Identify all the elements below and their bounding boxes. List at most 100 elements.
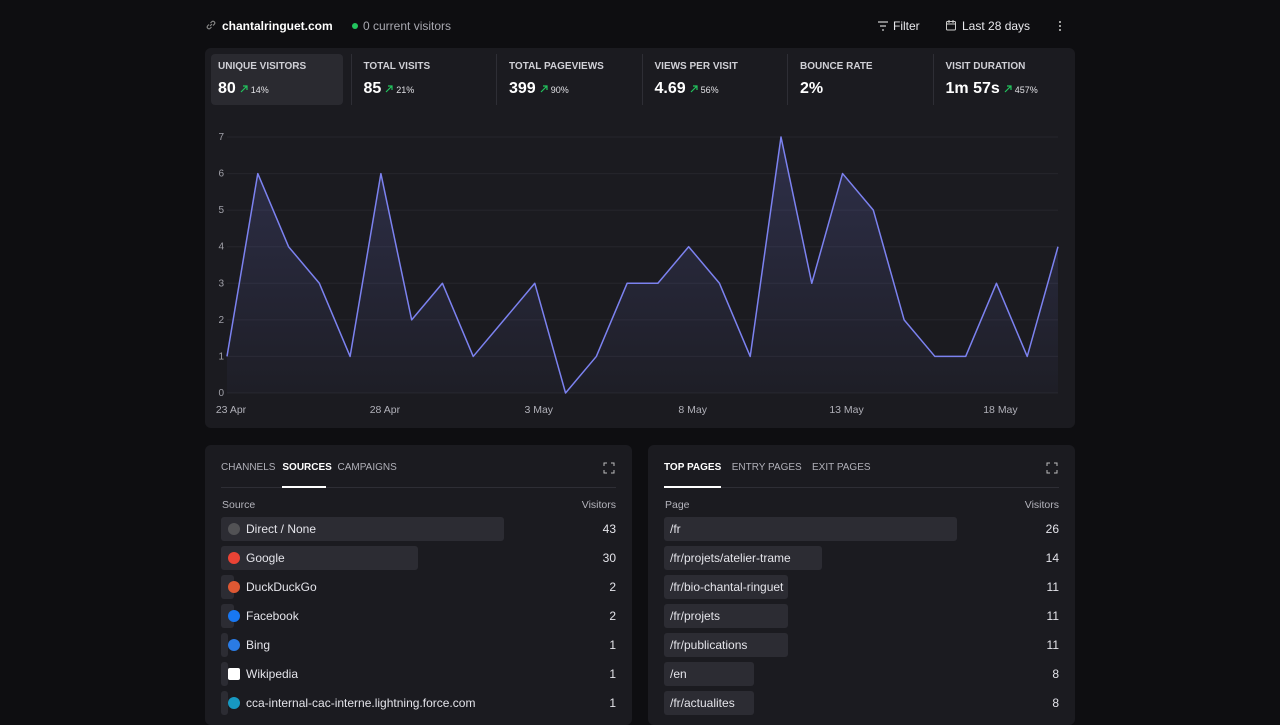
source-icon xyxy=(228,552,240,564)
stat-tile[interactable]: TOTAL PAGEVIEWS 399 90% xyxy=(502,54,634,105)
panel-tab[interactable]: TOP PAGES xyxy=(664,462,722,473)
panel-tab[interactable]: SOURCES xyxy=(282,462,332,473)
row-bar xyxy=(221,546,419,570)
panel-tab[interactable]: EXIT PAGES xyxy=(812,462,871,473)
x-tick-label: 3 May xyxy=(524,404,553,416)
y-tick-label: 7 xyxy=(218,132,224,143)
row-label[interactable]: /fr/projets xyxy=(670,609,721,623)
up-arrow xyxy=(690,85,698,93)
y-tick-label: 1 xyxy=(218,351,224,362)
up-arrow xyxy=(540,85,548,93)
change-text: 14% xyxy=(250,85,269,95)
row-label[interactable]: Wikipedia xyxy=(246,667,299,681)
panel-tab[interactable]: CHANNELS xyxy=(221,462,276,473)
x-tick-label: 13 May xyxy=(829,404,864,416)
row-bar xyxy=(221,662,228,686)
row-label[interactable]: Bing xyxy=(246,638,271,652)
filter-button[interactable]: Filter xyxy=(893,19,920,33)
row-value: 11 xyxy=(1046,609,1059,623)
stat-separator xyxy=(350,54,352,105)
row-value: 26 xyxy=(1045,522,1059,536)
row-label[interactable]: cca-internal-cac-interne.lightning.force… xyxy=(246,696,476,710)
site-name[interactable]: chantalringuet.com xyxy=(222,19,333,33)
stat-tile[interactable]: VISIT DURATION 1m 57s 457% xyxy=(939,54,1071,105)
stat-number: 4.69 xyxy=(654,80,686,97)
stat-value: 85 21% xyxy=(364,80,415,98)
row-value: 30 xyxy=(602,551,616,565)
stat-number: 80 xyxy=(218,80,236,97)
column-header: Source xyxy=(222,499,256,511)
source-icon xyxy=(228,581,240,593)
stat-tile[interactable]: VIEWS PER VISIT 4.69 56% xyxy=(648,54,780,105)
line xyxy=(226,136,1059,394)
panel-tab[interactable]: CAMPAIGNS xyxy=(337,462,397,473)
x-tick-label: 8 May xyxy=(678,404,707,416)
row-label[interactable]: /en xyxy=(670,667,687,681)
row-bar xyxy=(221,517,504,541)
column-header: Visitors xyxy=(581,499,616,511)
row-label[interactable]: /fr/publications xyxy=(670,638,748,652)
filter-icon xyxy=(878,21,888,31)
y-tick-label: 0 xyxy=(218,388,224,399)
period-picker[interactable]: Last 28 days xyxy=(962,19,1031,33)
row-bar xyxy=(664,604,788,628)
stat-change: 457% xyxy=(1004,85,1038,95)
row-label[interactable]: /fr/bio-chantal-ringuet xyxy=(670,580,784,594)
row-value: 43 xyxy=(602,522,616,536)
stat-label: BOUNCE RATE xyxy=(800,61,873,72)
change-text: 56% xyxy=(700,85,719,95)
row-value: 1 xyxy=(609,696,616,710)
row-label[interactable]: /fr/actualites xyxy=(670,696,735,710)
up-arrow xyxy=(1004,85,1012,93)
panel-tab[interactable]: ENTRY PAGES xyxy=(731,462,802,473)
stat-change: 14% xyxy=(240,85,269,95)
row-bar xyxy=(664,633,788,657)
row-value: 2 xyxy=(609,580,616,594)
row-bar xyxy=(664,546,822,570)
stat-tile[interactable]: TOTAL VISITS 85 21% xyxy=(357,54,489,105)
y-tick-label: 5 xyxy=(218,205,224,216)
sources-card xyxy=(205,445,632,725)
page: chantalringuet.com 0 current visitors Fi… xyxy=(205,19,1075,725)
row-label[interactable]: Direct / None xyxy=(246,522,317,536)
row-value: 1 xyxy=(609,667,616,681)
row-bar xyxy=(221,691,228,715)
row-label[interactable]: /fr xyxy=(670,522,681,536)
source-icon xyxy=(228,639,240,651)
stat-change: 90% xyxy=(540,85,569,95)
stat-number: 399 xyxy=(509,80,536,97)
link-icon xyxy=(206,20,216,30)
tab-underline xyxy=(282,486,327,488)
column-header: Page xyxy=(665,499,690,511)
row-value: 8 xyxy=(1052,696,1059,710)
up-arrow xyxy=(240,85,248,93)
stat-value: 4.69 56% xyxy=(655,80,719,98)
stat-separator xyxy=(932,54,934,105)
row-bar xyxy=(221,633,228,657)
expand-icon[interactable] xyxy=(603,462,615,474)
current-visitors[interactable]: 0 current visitors xyxy=(363,19,452,33)
stat-label: VIEWS PER VISIT xyxy=(654,61,738,72)
stat-change: 56% xyxy=(690,85,719,95)
up-arrow xyxy=(385,85,393,93)
row-label[interactable]: Facebook xyxy=(246,609,299,623)
y-tick-label: 2 xyxy=(218,315,224,326)
row-label[interactable]: Google xyxy=(246,551,285,565)
stat-label: VISIT DURATION xyxy=(945,61,1026,72)
source-icon xyxy=(228,668,240,680)
menu-icon[interactable] xyxy=(1056,19,1064,33)
source-icon xyxy=(228,610,240,622)
stat-tile[interactable]: UNIQUE VISITORS 80 14% xyxy=(211,54,343,105)
stat-value: 1m 57s 457% xyxy=(946,80,1038,98)
row-label[interactable]: /fr/projets/atelier-trame xyxy=(670,551,791,565)
calendar-icon xyxy=(946,20,956,31)
stat-label: TOTAL VISITS xyxy=(363,61,431,72)
stat-value: 2% xyxy=(800,80,823,98)
stat-tile[interactable]: BOUNCE RATE 2% xyxy=(793,54,925,105)
row-value: 14 xyxy=(1045,551,1059,565)
row-label[interactable]: DuckDuckGo xyxy=(246,580,317,594)
expand-icon[interactable] xyxy=(1046,462,1058,474)
area xyxy=(227,137,1058,393)
y-tick-label: 4 xyxy=(218,242,224,253)
row-value: 8 xyxy=(1052,667,1059,681)
